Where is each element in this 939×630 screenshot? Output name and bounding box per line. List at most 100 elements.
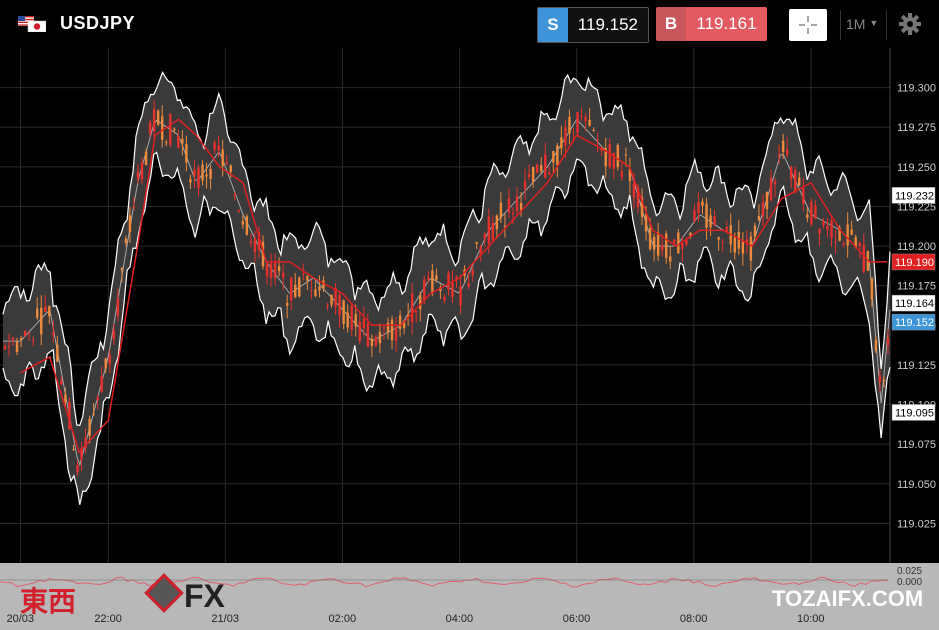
candle-body [511, 212, 515, 214]
candle-body [592, 129, 595, 131]
candle-body [249, 241, 253, 244]
x-tick-label: 08:00 [680, 613, 708, 625]
candle-body [560, 137, 563, 149]
candle-body [386, 322, 390, 333]
candle-body [826, 225, 829, 230]
y-tick-label: 119.225 [897, 201, 936, 213]
candle-body [552, 151, 555, 163]
candle-body [588, 119, 591, 126]
candle-body [350, 306, 353, 330]
candle-body [237, 210, 241, 212]
candle-body [318, 286, 321, 291]
timeframe-dropdown[interactable]: 1M ▼ [846, 16, 878, 32]
candle-body [519, 203, 523, 211]
candle-body [181, 138, 184, 144]
brand-logo-text: 東西 [20, 585, 77, 618]
candle-body [874, 339, 878, 351]
candle-body [765, 191, 769, 209]
top-toolbar: USDJPY S 119.152 B 119.161 1M ▼ [0, 0, 939, 48]
candle-body [435, 275, 438, 280]
candle-body [124, 238, 128, 243]
brand-fx-text: FX [144, 573, 225, 615]
candle-body [419, 295, 422, 310]
gear-icon[interactable] [898, 12, 922, 36]
candle-body [56, 344, 59, 362]
candle-body [298, 277, 301, 297]
price-label-text: 119.152 [895, 317, 934, 329]
candle-body [68, 401, 71, 430]
x-tick-label: 06:00 [563, 613, 591, 625]
candle-body [11, 337, 15, 340]
buy-button[interactable]: B 119.161 [656, 7, 767, 41]
candle-body [451, 282, 454, 297]
price-label-text: 119.164 [895, 298, 934, 310]
candle-body [140, 162, 144, 180]
candle-body [342, 300, 345, 324]
candle-body [48, 306, 51, 317]
candle-body [330, 294, 333, 305]
fx-diamond-icon [144, 573, 184, 613]
crosshair-button[interactable] [789, 9, 827, 41]
candle-body [878, 375, 882, 383]
candle-body [193, 169, 196, 176]
candle-body [60, 380, 63, 385]
candle-body [628, 168, 632, 182]
candle-body [709, 215, 712, 228]
candle-body [382, 327, 386, 329]
candle-body [681, 242, 684, 250]
candle-body [96, 397, 99, 400]
candle-body [761, 202, 765, 217]
candle-body [84, 437, 87, 448]
candle-body [604, 148, 607, 167]
candle-body [515, 196, 519, 212]
candle-body [790, 166, 793, 180]
sell-button[interactable]: S 119.152 [537, 7, 649, 43]
candle-body [31, 340, 35, 342]
candle-body [810, 201, 813, 225]
candle-body [273, 261, 277, 279]
candle-body [64, 394, 67, 402]
y-tick-label: 119.075 [897, 439, 936, 451]
price-label-text: 119.190 [895, 257, 934, 269]
crosshair-icon [799, 16, 817, 34]
divider [840, 10, 841, 40]
candle-body [52, 332, 55, 336]
candle-body [410, 293, 414, 323]
candle-body [36, 308, 39, 318]
candle-body [656, 232, 660, 256]
instrument-symbol[interactable]: USDJPY [60, 13, 136, 33]
candle-body [443, 296, 446, 301]
candle-body [40, 307, 43, 335]
candle-body [209, 169, 212, 179]
candle-body [447, 272, 450, 290]
candle-body [354, 314, 357, 327]
candle-body [310, 289, 313, 291]
y-tick-label: 119.125 [897, 360, 936, 372]
candle-body [253, 238, 257, 252]
candle-body [148, 122, 152, 134]
candle-body [358, 322, 361, 341]
bollinger-upper-line [2, 71, 891, 426]
price-label-box [891, 404, 936, 421]
candle-body [116, 298, 120, 316]
candle-body [221, 149, 224, 166]
candle-body [322, 280, 325, 289]
candle-body [834, 240, 837, 242]
candle-body [620, 171, 624, 178]
candle-body [806, 214, 809, 219]
candle-body [475, 241, 478, 244]
candle-body [749, 236, 753, 261]
us-japan-flag-icon [18, 16, 46, 32]
moving-average-line [20, 118, 888, 454]
candle-body [88, 418, 91, 436]
candle-body [568, 116, 571, 134]
candle-body [677, 232, 680, 254]
candle-body [753, 225, 757, 237]
candle-body [152, 108, 156, 132]
candle-body [665, 233, 668, 258]
y-tick-label: 119.025 [897, 518, 936, 530]
candle-body [120, 267, 124, 270]
candle-body [757, 216, 761, 221]
candle-body [870, 277, 874, 300]
